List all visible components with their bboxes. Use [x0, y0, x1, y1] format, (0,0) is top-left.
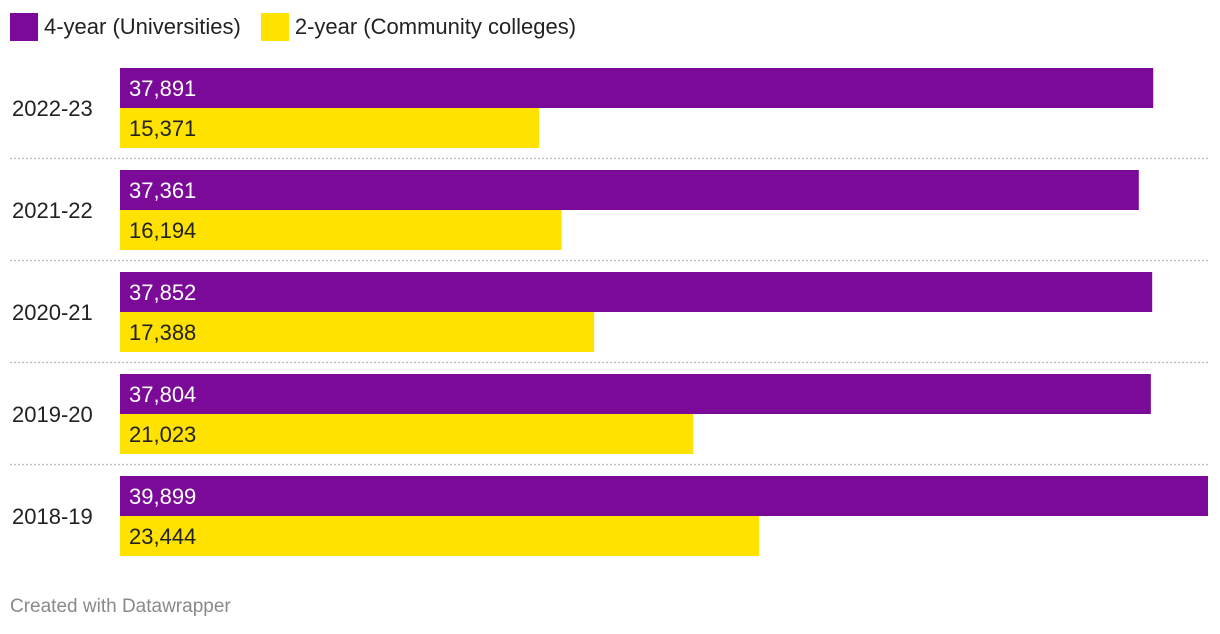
- bar-4-year-2020-21: [120, 272, 1153, 312]
- bar-value-label-4-year-2020-21: 37,852: [129, 280, 196, 305]
- footer-credit: Created with Datawrapper: [10, 596, 231, 617]
- bar-value-label-4-year-2022-23: 37,891: [129, 76, 196, 101]
- bar-value-label-4-year-2018-19: 39,899: [129, 484, 196, 509]
- bar-2-year-2018-19: [120, 516, 760, 556]
- bar-value-label-2-year-2018-19: 23,444: [129, 524, 196, 549]
- legend-swatch-4-year: [10, 13, 38, 41]
- bar-4-year-2018-19: [120, 476, 1208, 516]
- legend-item-2-year: 2-year (Community colleges): [260, 13, 577, 41]
- legend-label-2-year: 2-year (Community colleges): [294, 14, 577, 39]
- bar-2-year-2021-22: [120, 210, 562, 250]
- bar-value-label-4-year-2021-22: 37,361: [129, 178, 196, 203]
- bar-2-year-2022-23: [120, 108, 540, 148]
- bar-4-year-2019-20: [120, 374, 1151, 414]
- legend-swatch-2-year: [260, 13, 289, 41]
- chart-legend: 4-year (Universities) 2-year (Community …: [10, 12, 596, 42]
- bar-2-year-2019-20: [120, 414, 694, 454]
- bar-value-label-2-year-2019-20: 21,023: [129, 422, 196, 447]
- category-label-2019-20: 2019-20: [12, 402, 93, 427]
- bar-value-label-2-year-2022-23: 15,371: [129, 116, 196, 141]
- legend-label-4-year: 4-year (Universities): [44, 14, 241, 39]
- bar-value-label-2-year-2021-22: 16,194: [129, 218, 196, 243]
- bar-4-year-2022-23: [120, 68, 1154, 108]
- bar-2-year-2020-21: [120, 312, 595, 352]
- bar-value-label-2-year-2020-21: 17,388: [129, 320, 196, 345]
- category-label-2020-21: 2020-21: [12, 300, 93, 325]
- category-label-2022-23: 2022-23: [12, 96, 93, 121]
- category-label-2021-22: 2021-22: [12, 198, 93, 223]
- bar-value-label-4-year-2019-20: 37,804: [129, 382, 196, 407]
- bar-4-year-2021-22: [120, 170, 1139, 210]
- bar-chart: 2022-23 37,891 15,371 2021-22 37,361 16,194 20…: [10, 68, 1208, 556]
- category-label-2018-19: 2018-19: [12, 504, 93, 529]
- legend-item-4-year: 4-year (Universities): [10, 13, 241, 41]
